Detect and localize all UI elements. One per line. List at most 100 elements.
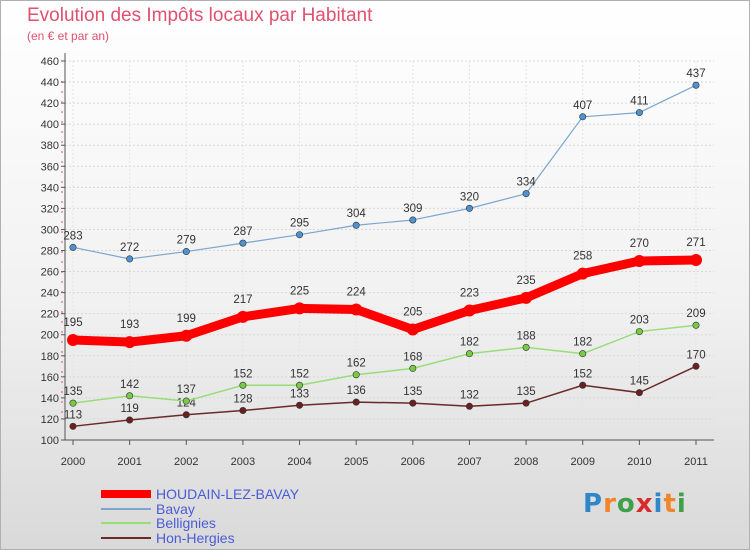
data-label: 287 xyxy=(233,226,252,238)
data-point xyxy=(520,291,533,304)
x-tick-label: 2011 xyxy=(684,456,708,468)
data-label: 162 xyxy=(347,358,366,370)
data-label: 133 xyxy=(290,388,309,400)
data-point xyxy=(635,328,643,336)
data-label: 152 xyxy=(290,368,309,380)
data-point xyxy=(576,267,589,280)
data-point xyxy=(352,398,360,406)
series-line xyxy=(72,84,697,260)
y-tick-label: 240 xyxy=(41,288,59,300)
data-label: 145 xyxy=(630,376,649,388)
x-tick-label: 2005 xyxy=(344,456,368,468)
data-label: 223 xyxy=(460,288,479,300)
y-tick-label: 460 xyxy=(41,56,59,68)
chart-title: Evolution des Impôts locaux par Habitant xyxy=(27,5,373,26)
data-label: 170 xyxy=(686,349,705,361)
data-label: 113 xyxy=(64,409,82,421)
y-tick-label: 220 xyxy=(41,309,59,321)
legend-swatch xyxy=(101,508,151,510)
y-tick-label: 300 xyxy=(41,224,59,236)
data-label: 152 xyxy=(233,368,252,380)
legend-label: Hon-Hergies xyxy=(156,530,235,546)
data-label: 119 xyxy=(120,403,138,415)
y-tick-label: 380 xyxy=(41,140,59,152)
data-point xyxy=(690,253,702,266)
y-tick-label: 320 xyxy=(41,203,59,215)
data-point xyxy=(180,329,193,342)
y-tick-label: 100 xyxy=(41,435,59,447)
data-point xyxy=(579,113,587,121)
data-point xyxy=(465,350,473,358)
y-tick-label: 140 xyxy=(41,393,59,405)
data-point xyxy=(126,416,134,424)
data-point xyxy=(522,190,530,198)
y-tick-label: 200 xyxy=(41,330,59,342)
legend-item: Bavay xyxy=(101,501,195,517)
y-tick-label: 340 xyxy=(41,182,59,194)
data-point xyxy=(409,364,417,372)
data-label: 182 xyxy=(573,337,592,349)
series-bavay: 283 272 279 287 295 304 309 320 334 407 411 437 xyxy=(63,68,706,263)
data-label: 205 xyxy=(403,306,422,318)
y-tick-label: 260 xyxy=(41,267,59,279)
data-point xyxy=(465,204,473,212)
data-point xyxy=(692,362,700,370)
data-label: 135 xyxy=(403,386,422,398)
y-tick-label: 360 xyxy=(41,161,59,173)
data-point xyxy=(579,350,587,358)
series-hon-hergies: 113119124128133136135132135152145170 xyxy=(64,349,706,430)
data-label: 258 xyxy=(573,251,592,263)
proxiti-logo: Proxiti xyxy=(583,489,687,519)
data-label: 152 xyxy=(573,368,592,380)
data-label: 135 xyxy=(516,386,535,398)
y-tick-label: 400 xyxy=(41,119,59,131)
data-label: 195 xyxy=(63,317,82,329)
x-tick-label: 2003 xyxy=(231,456,255,468)
x-tick-label: 2001 xyxy=(117,456,141,468)
data-label: 217 xyxy=(233,294,252,306)
data-label: 132 xyxy=(460,389,479,401)
chart-subtitle: (en € et par an) xyxy=(27,29,110,43)
x-tick-label: 2002 xyxy=(174,456,198,468)
data-point xyxy=(692,81,700,89)
data-point xyxy=(293,302,306,315)
data-label: 199 xyxy=(177,313,196,325)
x-tick-label: 2009 xyxy=(570,456,594,468)
data-point xyxy=(296,381,304,389)
legend-item: Bellignies xyxy=(101,515,216,531)
data-point xyxy=(123,336,136,349)
y-tick-label: 280 xyxy=(41,246,59,258)
data-point xyxy=(579,381,587,389)
x-tick-label: 2004 xyxy=(287,456,311,468)
series-line xyxy=(72,324,697,404)
data-label: 209 xyxy=(686,308,705,320)
data-label: 272 xyxy=(120,242,139,254)
legend-label: HOUDAIN-LEZ-BAVAY xyxy=(156,486,300,502)
data-point xyxy=(182,248,190,256)
data-label: 437 xyxy=(686,68,705,80)
data-point xyxy=(69,243,77,251)
data-point xyxy=(352,371,360,379)
y-tick-label: 180 xyxy=(41,351,59,363)
y-tick-label: 440 xyxy=(41,77,59,89)
data-label: 235 xyxy=(516,275,535,287)
legend-swatch xyxy=(101,522,151,524)
data-point xyxy=(463,304,476,317)
y-tick-label: 120 xyxy=(41,414,59,426)
data-label: 279 xyxy=(177,235,196,247)
x-tick-label: 2000 xyxy=(61,456,85,468)
data-point xyxy=(409,399,417,407)
data-point xyxy=(67,333,79,346)
data-label: 135 xyxy=(63,386,82,398)
data-point xyxy=(522,343,530,351)
data-label: 283 xyxy=(63,230,82,242)
data-label: 270 xyxy=(630,238,649,250)
data-point xyxy=(239,239,247,247)
data-point xyxy=(692,321,700,329)
data-label: 309 xyxy=(403,203,422,215)
series-bellignies: 135 142 137 152 152 162 168 182 188 182 203 209 xyxy=(63,308,706,407)
data-label: 136 xyxy=(347,385,366,397)
data-label: 128 xyxy=(233,394,252,406)
